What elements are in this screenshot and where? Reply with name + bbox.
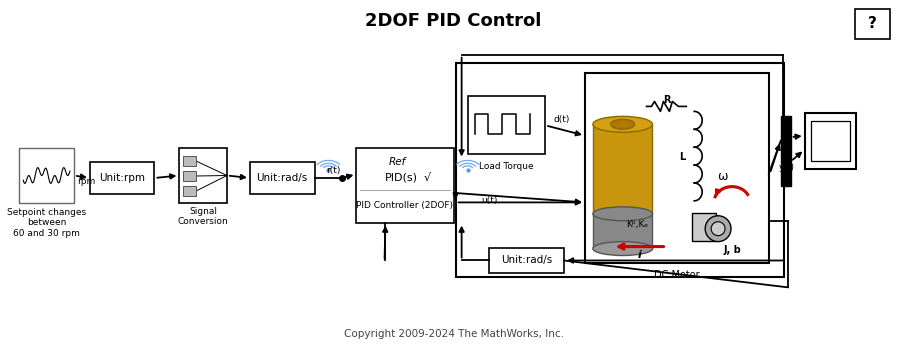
Text: Load Torque: Load Torque: [479, 161, 534, 171]
Text: Unit:rad/s: Unit:rad/s: [502, 256, 552, 265]
Text: d(t): d(t): [553, 115, 569, 124]
Text: Setpoint changes
between
60 and 30 rpm: Setpoint changes between 60 and 30 rpm: [7, 208, 87, 238]
Text: Kᵖ,Kₑ: Kᵖ,Kₑ: [627, 220, 649, 229]
Text: J, b: J, b: [723, 245, 741, 254]
Ellipse shape: [611, 119, 635, 129]
Ellipse shape: [711, 222, 725, 236]
Bar: [19, 148, 74, 203]
Ellipse shape: [593, 207, 652, 221]
Text: ?: ?: [869, 16, 877, 31]
Text: y(t): y(t): [778, 163, 795, 172]
Ellipse shape: [705, 216, 731, 241]
Bar: [855, 9, 890, 39]
Text: u(t): u(t): [482, 196, 498, 205]
Text: rpm: rpm: [77, 178, 96, 186]
Text: Signal
Conversion: Signal Conversion: [178, 207, 228, 226]
Text: Ref: Ref: [389, 157, 406, 167]
Bar: [179, 148, 227, 203]
Bar: [805, 113, 856, 169]
Bar: [90, 162, 154, 194]
Text: ω: ω: [717, 171, 727, 184]
Bar: [811, 121, 851, 161]
Bar: [781, 116, 791, 186]
Bar: [250, 162, 315, 194]
Bar: [183, 156, 197, 166]
Text: R: R: [663, 95, 670, 105]
Bar: [456, 63, 784, 277]
Bar: [356, 148, 454, 223]
Text: r(t): r(t): [326, 166, 340, 174]
Bar: [584, 73, 769, 264]
Bar: [467, 97, 545, 154]
Text: Copyright 2009-2024 The MathWorks, Inc.: Copyright 2009-2024 The MathWorks, Inc.: [344, 329, 564, 339]
Text: PID Controller (2DOF): PID Controller (2DOF): [356, 201, 454, 210]
Text: L: L: [679, 152, 686, 162]
Text: DC Motor: DC Motor: [654, 270, 700, 280]
Ellipse shape: [593, 241, 652, 256]
Text: Unit:rad/s: Unit:rad/s: [256, 173, 308, 183]
Bar: [183, 171, 197, 181]
Text: Unit:rpm: Unit:rpm: [99, 173, 145, 183]
Text: 2DOF PID Control: 2DOF PID Control: [365, 12, 542, 30]
Text: PID(s): PID(s): [384, 173, 418, 183]
Text: i: i: [638, 250, 641, 259]
Bar: [593, 124, 652, 214]
Bar: [692, 213, 716, 241]
Ellipse shape: [593, 116, 652, 132]
Bar: [183, 186, 197, 196]
Text: √: √: [423, 173, 430, 183]
Bar: [593, 214, 652, 249]
Bar: [490, 247, 564, 273]
